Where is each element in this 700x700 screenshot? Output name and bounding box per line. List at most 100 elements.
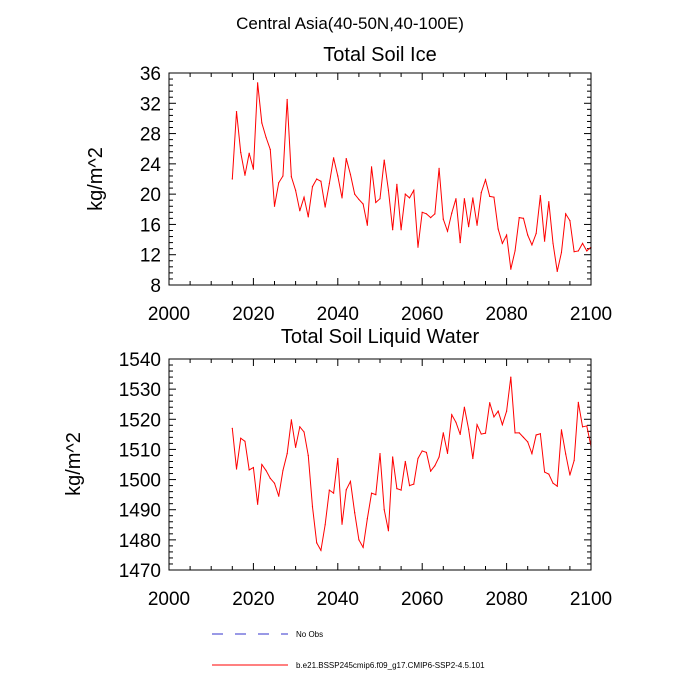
data-point-2030 xyxy=(295,189,297,191)
y-tick-label: 1490 xyxy=(119,501,161,522)
data-point-2060 xyxy=(421,450,423,452)
data-point-2020 xyxy=(252,168,254,170)
data-point-2063 xyxy=(434,213,436,215)
data-point-2084 xyxy=(522,217,525,219)
data-point-2099 xyxy=(586,250,588,252)
data-point-2085 xyxy=(527,441,529,443)
data-point-2033 xyxy=(307,454,309,457)
data-point-2071 xyxy=(468,226,470,228)
data-point-2063 xyxy=(434,465,436,467)
data-point-2020 xyxy=(252,466,254,469)
data-point-2017 xyxy=(240,437,242,439)
y-tick-label: 1500 xyxy=(119,471,161,492)
data-point-2028 xyxy=(286,453,288,455)
data-point-2044 xyxy=(354,512,356,514)
data-point-2054 xyxy=(396,183,398,185)
data-point-2033 xyxy=(307,216,309,218)
data-point-2021 xyxy=(257,82,259,84)
data-point-2096 xyxy=(573,459,575,462)
data-point-2071 xyxy=(468,428,470,430)
data-point-2039 xyxy=(332,157,335,159)
data-point-2049 xyxy=(375,201,377,204)
data-point-2094 xyxy=(565,213,567,215)
data-point-2074 xyxy=(480,433,482,435)
data-point-2046 xyxy=(362,546,364,548)
data-point-2083 xyxy=(518,432,520,434)
data-point-2029 xyxy=(290,176,292,178)
y-tick-label: 8 xyxy=(150,276,161,297)
data-point-2027 xyxy=(282,469,284,472)
data-point-2072 xyxy=(472,197,474,199)
data-point-2076 xyxy=(489,195,491,198)
panel-1-y-tick-labels: 8 12 16 20 24 28 32 36 xyxy=(140,64,162,297)
data-point-2031 xyxy=(299,210,301,212)
data-point-2022 xyxy=(261,463,263,466)
data-point-2045 xyxy=(358,539,360,541)
data-point-2090 xyxy=(548,473,550,475)
data-point-2048 xyxy=(370,492,373,494)
data-point-2072 xyxy=(472,457,474,460)
x-tick-label: 2000 xyxy=(148,304,190,325)
data-point-2091 xyxy=(552,482,554,484)
panel-1-data-points xyxy=(231,82,592,272)
data-point-2065 xyxy=(442,218,444,220)
data-point-2082 xyxy=(514,250,516,252)
data-point-2037 xyxy=(324,524,326,526)
x-tick-label: 2080 xyxy=(485,304,527,325)
panel-2-data-points xyxy=(231,376,592,552)
data-point-2058 xyxy=(413,189,415,191)
x-tick-label: 2060 xyxy=(401,589,443,610)
data-point-2050 xyxy=(379,198,381,200)
data-point-2059 xyxy=(417,246,419,248)
x-tick-label: 2020 xyxy=(232,589,274,610)
data-point-2065 xyxy=(442,432,444,434)
data-point-2081 xyxy=(510,268,512,270)
data-point-2061 xyxy=(425,451,428,454)
data-point-2078 xyxy=(497,410,499,412)
data-point-2018 xyxy=(244,174,246,176)
data-point-2041 xyxy=(341,523,343,525)
data-point-2084 xyxy=(522,436,525,438)
data-point-2087 xyxy=(535,232,537,235)
data-point-2066 xyxy=(446,452,449,454)
data-point-2075 xyxy=(484,432,487,434)
data-point-2059 xyxy=(417,457,419,460)
data-point-2099 xyxy=(586,425,588,427)
data-point-2024 xyxy=(269,148,271,151)
panel-1-frame xyxy=(168,72,592,286)
data-point-2054 xyxy=(396,488,398,490)
data-point-2080 xyxy=(506,234,508,236)
data-point-2026 xyxy=(278,182,280,184)
data-point-2046 xyxy=(362,203,364,205)
data-point-2088 xyxy=(539,433,541,435)
x-tick-label: 2000 xyxy=(148,589,190,610)
data-point-2085 xyxy=(527,234,529,236)
y-tick-label: 36 xyxy=(140,64,161,85)
data-point-2095 xyxy=(569,474,571,476)
data-point-2061 xyxy=(425,213,428,215)
data-point-2062 xyxy=(430,470,432,472)
data-point-2047 xyxy=(366,518,368,520)
data-point-2067 xyxy=(451,212,453,214)
data-point-2026 xyxy=(278,495,280,497)
data-point-2092 xyxy=(556,270,558,272)
data-point-2032 xyxy=(303,196,305,198)
data-point-2068 xyxy=(455,198,457,200)
data-point-2079 xyxy=(501,242,503,244)
data-point-2069 xyxy=(459,433,461,435)
data-point-2098 xyxy=(581,426,584,428)
data-point-2041 xyxy=(341,197,343,199)
data-point-2052 xyxy=(387,530,390,532)
data-point-2035 xyxy=(316,542,318,544)
data-point-2038 xyxy=(328,489,330,491)
y-tick-label: 1540 xyxy=(119,350,161,371)
data-point-2043 xyxy=(349,480,352,482)
panel-2-series-line xyxy=(231,377,592,552)
panel-1-title: Total Soil Ice xyxy=(323,44,436,66)
data-point-2057 xyxy=(408,485,411,487)
data-point-2015 xyxy=(231,178,233,180)
data-point-2088 xyxy=(539,195,541,197)
panel-2-y-axis-label: kg/m^2 xyxy=(63,432,85,496)
data-point-2024 xyxy=(269,477,271,479)
data-point-2039 xyxy=(332,492,335,494)
